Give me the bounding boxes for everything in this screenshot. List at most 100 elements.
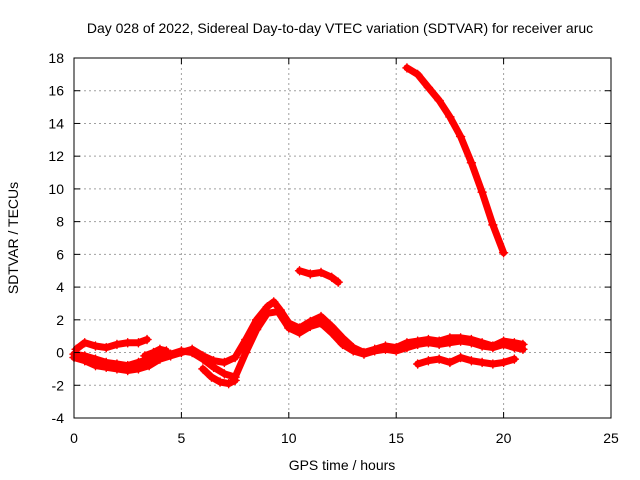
data-point — [445, 112, 455, 122]
chart-title: Day 028 of 2022, Sidereal Day-to-day VTE… — [87, 20, 593, 36]
data-point — [391, 346, 401, 356]
data-point — [305, 269, 316, 279]
data-point — [509, 354, 520, 364]
points-track-low-tail — [412, 352, 520, 369]
y-axis-label: SDTVAR / TECUs — [5, 182, 21, 294]
x-tick-label: 25 — [603, 430, 619, 446]
data-point — [161, 346, 172, 356]
data-point — [498, 357, 509, 368]
data-point — [488, 342, 498, 353]
data-point — [518, 344, 528, 355]
data-point — [79, 337, 90, 348]
points-track-mid-arc — [140, 344, 172, 361]
data-point — [294, 328, 305, 338]
data-point — [219, 369, 230, 379]
data-point — [251, 324, 262, 335]
data-point — [412, 359, 423, 369]
data-point — [90, 341, 101, 351]
data-point — [327, 272, 337, 283]
data-point — [294, 265, 305, 276]
data-point — [101, 342, 111, 353]
data-point — [477, 357, 487, 368]
y-tick-label: 14 — [48, 115, 64, 131]
y-tick-label: -2 — [52, 377, 65, 393]
data-point — [333, 277, 343, 287]
data-point — [359, 349, 369, 359]
y-tick-label: 2 — [56, 312, 64, 328]
y-tick-label: 12 — [48, 148, 64, 164]
points-track-descending — [402, 63, 509, 258]
data-point — [198, 354, 208, 364]
series-track-descending — [403, 64, 508, 257]
data-point — [316, 318, 326, 328]
data-point — [198, 364, 208, 374]
data-point — [133, 337, 144, 348]
data-point — [402, 63, 412, 73]
data-point — [122, 360, 133, 371]
data-point — [215, 377, 225, 387]
data-point — [206, 372, 217, 382]
data-point — [241, 347, 251, 358]
data-point — [112, 359, 122, 369]
data-point — [101, 357, 111, 368]
x-tick-label: 5 — [178, 430, 186, 446]
data-point — [380, 344, 391, 355]
data-point — [223, 378, 234, 389]
series-track-mid-arc — [141, 345, 170, 360]
data-point — [219, 357, 230, 368]
data-point — [498, 247, 509, 258]
data-point — [305, 321, 316, 332]
data-point — [455, 131, 466, 142]
points-track-elevated — [294, 265, 343, 287]
data-point — [90, 354, 101, 364]
data-point — [445, 357, 455, 368]
data-point — [434, 339, 444, 350]
y-tick-label: 8 — [56, 214, 64, 230]
data-point — [466, 337, 477, 348]
points-track-dip-6-7h — [198, 364, 240, 389]
data-point — [466, 157, 477, 168]
y-tick-label: 4 — [56, 279, 64, 295]
data-point — [337, 339, 348, 350]
axis-ticks — [73, 57, 612, 419]
data-point — [155, 344, 165, 355]
data-point — [455, 352, 466, 363]
y-tick-label: 0 — [56, 345, 64, 361]
data-point — [455, 336, 466, 346]
series-track-upper-arc — [72, 336, 151, 353]
data-point — [348, 346, 358, 356]
data-point — [412, 339, 423, 350]
data-series — [69, 63, 528, 389]
data-point — [230, 375, 240, 386]
data-point — [412, 69, 423, 80]
data-point — [466, 355, 477, 366]
data-point — [509, 342, 520, 353]
axis-tick-labels: 0 5 10 15 20 25 -4 -2 0 2 4 6 8 10 12 14 16 18 — [48, 50, 619, 446]
x-tick-label: 0 — [70, 430, 78, 446]
data-point — [148, 347, 159, 358]
data-point — [477, 341, 487, 351]
data-point — [133, 357, 144, 368]
data-point — [262, 308, 273, 319]
points-track-main-2 — [69, 306, 528, 382]
data-point — [434, 95, 444, 106]
data-point — [445, 337, 455, 348]
data-point — [208, 362, 219, 373]
data-point — [79, 351, 90, 361]
x-tick-label: 20 — [496, 430, 512, 446]
data-point — [477, 187, 487, 197]
y-tick-label: 16 — [48, 83, 64, 99]
data-point — [434, 354, 444, 364]
points-track-upper-arc — [71, 334, 152, 355]
data-point — [142, 334, 152, 345]
data-point — [488, 359, 498, 369]
plot-frame — [73, 57, 612, 419]
data-point — [273, 306, 283, 317]
data-point — [112, 339, 122, 350]
data-point — [327, 328, 337, 338]
data-point — [423, 355, 434, 366]
data-point — [423, 82, 434, 93]
x-axis-label: GPS time / hours — [289, 457, 396, 473]
data-point — [187, 347, 197, 358]
data-point — [176, 346, 187, 356]
